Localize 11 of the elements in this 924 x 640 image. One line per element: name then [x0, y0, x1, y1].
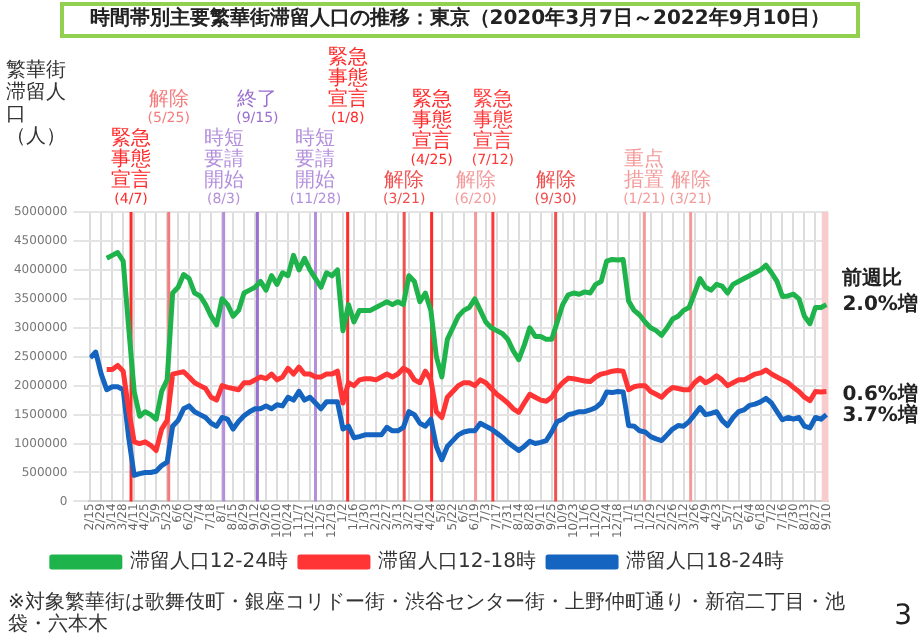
text: ※対象繁華街は歌舞伎町・銀座コリドー街・渋谷センター街・上野仲町通り・新宿二丁目・池袋・六本木 [8, 592, 847, 636]
legend-label: 滞留人口12-24時 [129, 549, 288, 574]
legend-label: 滞留人口12-18時 [377, 549, 537, 574]
text: 3 [894, 600, 912, 632]
legend-label: 滞留人口18-24時 [626, 549, 785, 574]
annotation: 2.0%増 [842, 291, 918, 316]
annotation: 3.7%増 [842, 402, 918, 427]
y-axis-title: 繁華街滞留人口（人） [6, 60, 68, 148]
annotation: 前週比 [840, 265, 903, 290]
annotation: 0.6%増 [842, 381, 918, 406]
chart-title: 時間帯別主要繁華街滞留人口の推移：東京（2020年3月7日～2022年9月10日） [60, 2, 860, 38]
